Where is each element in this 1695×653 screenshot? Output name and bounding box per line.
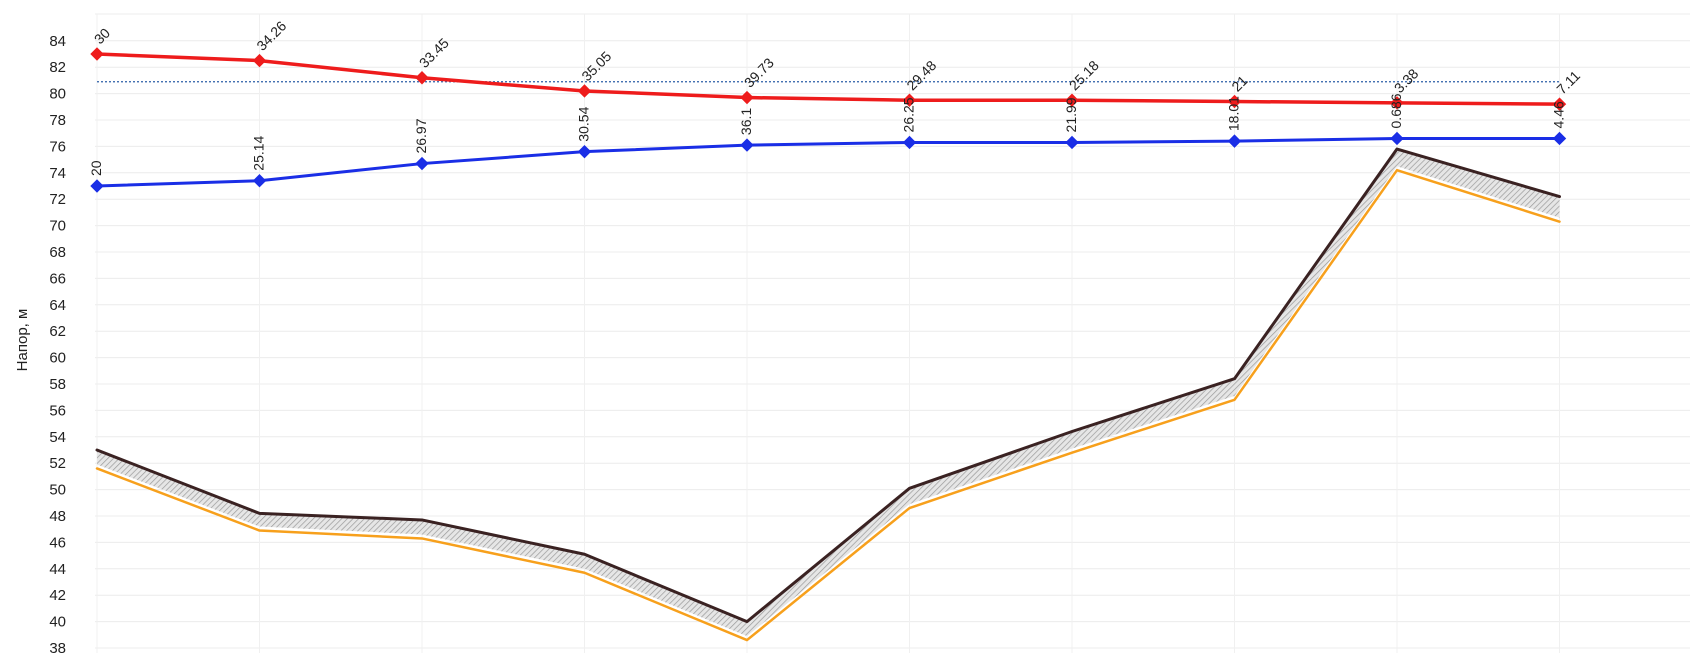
y-tick-label: 82 — [49, 59, 66, 76]
y-tick-label: 52 — [49, 455, 66, 472]
data-label-red: 25.18 — [1066, 57, 1102, 93]
y-tick-label: 66 — [49, 270, 66, 287]
data-label-blue: 26.25 — [901, 97, 917, 132]
data-label-blue: 20 — [88, 160, 104, 176]
data-point-red — [415, 71, 429, 85]
data-point-blue — [415, 156, 429, 171]
y-tick-label: 84 — [49, 33, 66, 50]
y-tick-label: 80 — [49, 86, 66, 103]
y-tick-label: 68 — [49, 244, 66, 261]
data-label-blue: 25.14 — [251, 135, 267, 170]
y-tick-label: 62 — [49, 323, 66, 340]
y-tick-label: 72 — [49, 191, 66, 208]
pipe-band — [97, 149, 1560, 637]
data-point-red — [252, 53, 267, 68]
y-tick-label: 76 — [49, 138, 66, 155]
y-tick-label: 64 — [49, 297, 66, 314]
data-label-blue: 36.1 — [738, 108, 754, 135]
data-point-blue — [252, 174, 267, 188]
y-tick-label: 50 — [49, 482, 66, 499]
y-tick-label: 38 — [49, 640, 66, 653]
data-point-blue — [1390, 131, 1404, 146]
grid — [95, 13, 1690, 653]
series-layer — [90, 47, 1567, 642]
y-tick-label: 42 — [49, 587, 66, 604]
data-point-red — [1227, 94, 1242, 109]
data-label-red: 21 — [1228, 72, 1250, 94]
y-axis-title: Напор, м — [14, 309, 31, 372]
series-line-dark — [95, 147, 1561, 624]
y-axis: 38 40 42 44 46 48 50 52 54 56 58 60 62 64 66 68 70 72 74 76… — [49, 33, 66, 653]
y-tick-label: 44 — [49, 561, 66, 578]
y-tick-label: 46 — [49, 534, 66, 551]
y-tick-label: 74 — [49, 165, 66, 182]
data-point-red — [577, 84, 592, 98]
y-tick-label: 54 — [49, 429, 66, 446]
y-tick-label: 40 — [49, 614, 66, 631]
data-label-blue: 30.54 — [576, 106, 592, 141]
series-line-orange — [95, 168, 1561, 642]
data-point-blue — [1065, 135, 1079, 150]
series-line-red — [95, 52, 1562, 106]
y-tick-label: 70 — [49, 218, 66, 235]
data-label-blue: 26.97 — [413, 118, 429, 153]
data-point-blue — [577, 144, 592, 159]
data-label-blue: 18.01 — [1226, 96, 1242, 131]
data-label-red: 3.38 — [1391, 65, 1422, 96]
pipe-band-layer — [97, 149, 1560, 637]
data-label-red: 35.05 — [578, 48, 614, 84]
data-point-blue — [1552, 131, 1567, 146]
y-tick-label: 60 — [49, 350, 66, 367]
y-tick-label: 58 — [49, 376, 66, 393]
data-label-red: 30 — [91, 25, 113, 47]
data-point-red — [90, 47, 104, 61]
data-point-blue — [902, 135, 917, 150]
data-label-red: 34.26 — [253, 17, 289, 53]
data-point-blue — [1227, 134, 1242, 148]
data-point-red — [1552, 97, 1567, 111]
data-label-blue: 0.686 — [1388, 93, 1404, 128]
data-label-blue: 4.46 — [1551, 101, 1567, 128]
data-label-red: 29.48 — [903, 57, 939, 93]
data-point-red — [1065, 93, 1079, 107]
data-point-red — [902, 93, 917, 107]
series-line-blue — [95, 136, 1561, 188]
data-label-red: 33.45 — [416, 35, 452, 71]
data-label-blue: 21.99 — [1063, 97, 1079, 132]
data-label-red: 39.73 — [741, 54, 777, 90]
y-tick-label: 78 — [49, 112, 66, 129]
data-point-blue — [90, 179, 104, 193]
y-tick-label: 48 — [49, 508, 66, 525]
data-point-red — [740, 90, 754, 105]
data-point-red — [1390, 96, 1404, 110]
data-point-blue — [740, 138, 754, 152]
data-label-red: 7.11 — [1553, 67, 1583, 97]
y-tick-label: 56 — [49, 402, 66, 419]
